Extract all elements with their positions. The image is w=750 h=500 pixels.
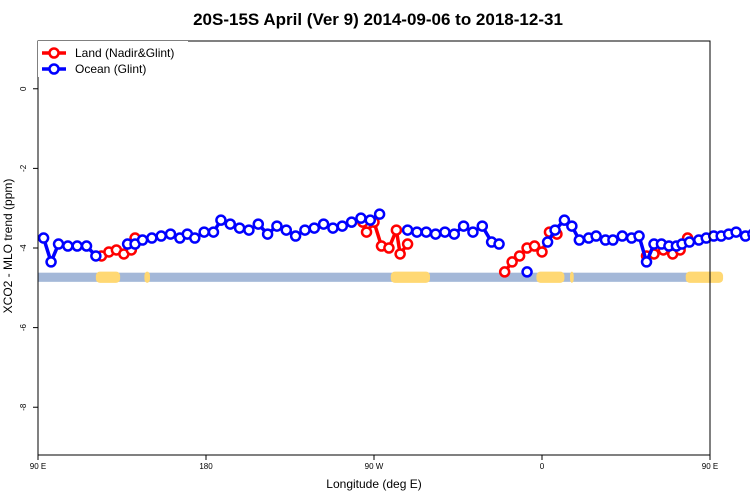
land-band bbox=[685, 271, 724, 283]
ocean-point bbox=[207, 226, 220, 238]
ocean-point bbox=[448, 228, 461, 240]
land-band bbox=[95, 271, 121, 283]
ocean-point bbox=[590, 230, 602, 242]
ocean-point bbox=[573, 234, 586, 246]
ocean-point bbox=[373, 208, 386, 220]
ocean-point bbox=[71, 240, 83, 252]
ocean-point bbox=[355, 212, 367, 224]
land-point bbox=[536, 246, 548, 258]
y-tick-label: 0 bbox=[19, 86, 28, 91]
ocean-point bbox=[476, 220, 489, 232]
x-tick-label: 90 W bbox=[365, 462, 384, 471]
land-point bbox=[390, 224, 403, 236]
ocean-point bbox=[136, 234, 149, 246]
ocean-point bbox=[364, 214, 377, 226]
ocean-point bbox=[155, 230, 167, 242]
ocean-point bbox=[299, 224, 311, 236]
legend-ocean-marker bbox=[48, 63, 60, 75]
ocean-point bbox=[52, 238, 65, 250]
land-band bbox=[536, 271, 565, 283]
ocean-point bbox=[493, 238, 505, 250]
ocean-point bbox=[327, 222, 339, 234]
ocean-point bbox=[549, 224, 561, 236]
ocean-point bbox=[683, 236, 696, 248]
ocean-point bbox=[308, 222, 321, 234]
ocean-point bbox=[62, 240, 74, 252]
ocean-point bbox=[633, 230, 645, 242]
ocean-point bbox=[90, 250, 102, 262]
legend: Land (Nadir&Glint) Ocean (Glint) bbox=[38, 41, 188, 77]
ocean-point bbox=[37, 232, 50, 244]
ocean-point bbox=[336, 220, 349, 232]
chart-title: 20S-15S April (Ver 9) 2014-09-06 to 2018… bbox=[193, 10, 563, 29]
ocean-point bbox=[261, 228, 274, 240]
x-tick-label: 180 bbox=[199, 462, 213, 471]
ocean-point bbox=[439, 226, 451, 238]
land-point bbox=[401, 238, 414, 250]
land-band bbox=[144, 271, 150, 283]
ocean-point bbox=[164, 228, 177, 240]
ocean-point bbox=[401, 224, 414, 236]
land-point bbox=[394, 248, 406, 260]
ocean-point bbox=[317, 218, 330, 230]
ocean-point bbox=[429, 228, 442, 240]
ocean-point bbox=[271, 220, 283, 232]
y-tick-label: -4 bbox=[19, 244, 28, 252]
x-tick-label: 90 E bbox=[30, 462, 46, 471]
axes: 90 E 180 90 W 0 90 E 0 -2 -4 -6 -8 bbox=[19, 40, 718, 471]
land-point bbox=[360, 226, 373, 238]
x-tick-label: 0 bbox=[540, 462, 545, 471]
land-point bbox=[498, 266, 511, 278]
ocean-point bbox=[411, 226, 423, 238]
land-band bbox=[390, 271, 430, 283]
x-tick-label: 90 E bbox=[702, 462, 718, 471]
legend-ocean-label: Ocean (Glint) bbox=[75, 62, 146, 76]
ocean-point bbox=[280, 224, 293, 236]
ocean-point bbox=[616, 230, 629, 242]
land-point bbox=[513, 250, 526, 262]
ocean-point bbox=[289, 230, 302, 242]
ocean-point bbox=[198, 226, 210, 238]
ocean-point bbox=[345, 216, 358, 228]
ocean-point bbox=[521, 266, 533, 278]
legend-land-marker bbox=[48, 47, 60, 59]
ocean-point bbox=[146, 232, 158, 244]
ocean-point bbox=[252, 218, 265, 230]
ocean-point bbox=[45, 256, 57, 268]
ocean-point bbox=[640, 256, 653, 268]
legend-box bbox=[38, 41, 188, 77]
ocean-point bbox=[730, 226, 742, 238]
ocean-point bbox=[215, 214, 227, 226]
y-axis-label: XCO2 - MLO trend (ppm) bbox=[1, 179, 15, 314]
ocean-point bbox=[566, 220, 578, 232]
y-tick-label: -8 bbox=[19, 403, 28, 411]
ocean-band bbox=[38, 272, 710, 282]
ocean-point bbox=[607, 234, 619, 246]
land-point bbox=[528, 240, 541, 252]
plot-area bbox=[37, 208, 750, 283]
land-point bbox=[383, 242, 395, 254]
ocean-point bbox=[467, 226, 479, 238]
ocean-point bbox=[541, 236, 554, 248]
y-tick-label: -6 bbox=[19, 324, 28, 332]
land-point bbox=[506, 256, 518, 268]
legend-land-label: Land (Nadir&Glint) bbox=[75, 46, 174, 60]
land-band bbox=[570, 271, 574, 283]
ocean-point bbox=[233, 222, 246, 234]
ocean-point bbox=[243, 224, 255, 236]
ocean-point bbox=[420, 226, 433, 238]
ocean-point bbox=[558, 214, 571, 226]
x-axis-label: Longitude (deg E) bbox=[326, 477, 421, 491]
y-tick-label: -2 bbox=[19, 164, 28, 172]
ocean-point bbox=[189, 232, 201, 244]
ocean-point bbox=[80, 240, 93, 252]
ocean-point bbox=[457, 220, 470, 232]
ocean-point bbox=[224, 218, 237, 230]
